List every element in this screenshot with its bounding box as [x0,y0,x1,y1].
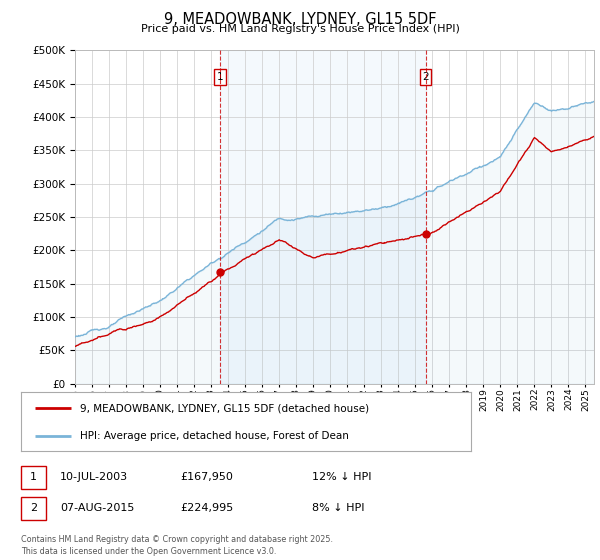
Text: Price paid vs. HM Land Registry's House Price Index (HPI): Price paid vs. HM Land Registry's House … [140,24,460,34]
Text: 2: 2 [422,72,429,82]
Text: 1: 1 [30,472,37,482]
Text: HPI: Average price, detached house, Forest of Dean: HPI: Average price, detached house, Fore… [79,431,349,441]
Text: 07-AUG-2015: 07-AUG-2015 [60,503,134,513]
Text: £224,995: £224,995 [180,503,233,513]
Text: 1: 1 [217,72,223,82]
Text: 9, MEADOWBANK, LYDNEY, GL15 5DF (detached house): 9, MEADOWBANK, LYDNEY, GL15 5DF (detache… [79,403,368,413]
Text: Contains HM Land Registry data © Crown copyright and database right 2025.
This d: Contains HM Land Registry data © Crown c… [21,535,333,556]
Text: 10-JUL-2003: 10-JUL-2003 [60,472,128,482]
Text: 2: 2 [30,503,37,513]
Text: 12% ↓ HPI: 12% ↓ HPI [312,472,371,482]
Text: 8% ↓ HPI: 8% ↓ HPI [312,503,365,513]
Bar [220,50,425,384]
Text: £167,950: £167,950 [180,472,233,482]
Text: 9, MEADOWBANK, LYDNEY, GL15 5DF: 9, MEADOWBANK, LYDNEY, GL15 5DF [164,12,436,27]
